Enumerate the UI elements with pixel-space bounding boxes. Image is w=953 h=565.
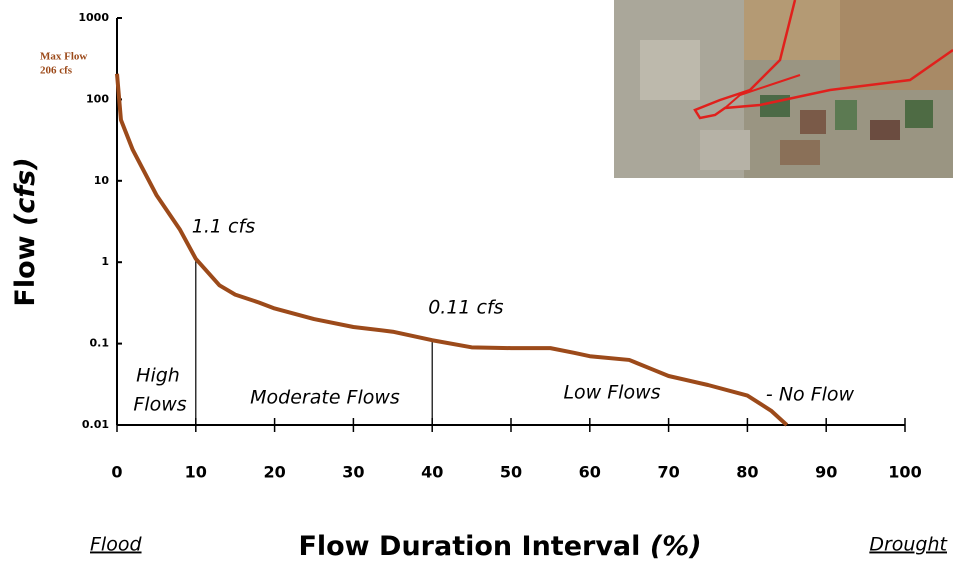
left-end-label: Flood [90, 534, 142, 556]
y-tick-label: 10 [94, 174, 110, 187]
x-tick-label: 20 [263, 463, 285, 482]
x-axis-label: Flow Duration Interval (%) [298, 531, 701, 562]
x-axis-label-unit: (%) [650, 531, 702, 562]
x-tick-label: 30 [342, 463, 364, 482]
x-axis-label-main: Flow Duration Interval [298, 531, 640, 562]
x-tick-label: 0 [111, 463, 122, 482]
marker-label: 1.1 cfs [192, 215, 255, 237]
y-tick-label: 0.01 [82, 418, 109, 431]
zone-label: Flows [133, 394, 186, 416]
x-tick-label: 10 [185, 463, 207, 482]
max-flow-value: 206 cfs [40, 65, 73, 77]
max-flow-label: Max Flow [40, 51, 87, 63]
zone-label: High [136, 365, 180, 387]
x-tick-label: 80 [736, 463, 758, 482]
right-end-label: Drought [869, 534, 948, 556]
satellite-inset [614, 0, 953, 178]
y-axis-label: Flow (cfs) [10, 157, 41, 306]
y-tick-label: 1 [101, 255, 109, 268]
x-tick-label: 100 [888, 463, 921, 482]
y-tick-label: 0.1 [90, 337, 110, 350]
zone-label: Low Flows [563, 382, 660, 404]
x-tick-label: 60 [579, 463, 601, 482]
marker-label: 0.11 cfs [428, 297, 503, 319]
x-tick-label: 40 [421, 463, 443, 482]
y-axis-label-unit: (cfs) [10, 157, 41, 226]
zone-label: Moderate Flows [250, 387, 400, 409]
x-tick-label: 50 [500, 463, 522, 482]
y-axis-label-main: Flow [10, 235, 41, 306]
y-tick-label: 100 [86, 92, 109, 105]
zone-label: - No Flow [766, 384, 855, 406]
x-tick-label: 90 [815, 463, 837, 482]
chart: Flow (cfs) Flow Duration Interval (%) Fl… [0, 0, 953, 565]
x-tick-label: 70 [657, 463, 679, 482]
y-tick-label: 1000 [78, 11, 109, 24]
